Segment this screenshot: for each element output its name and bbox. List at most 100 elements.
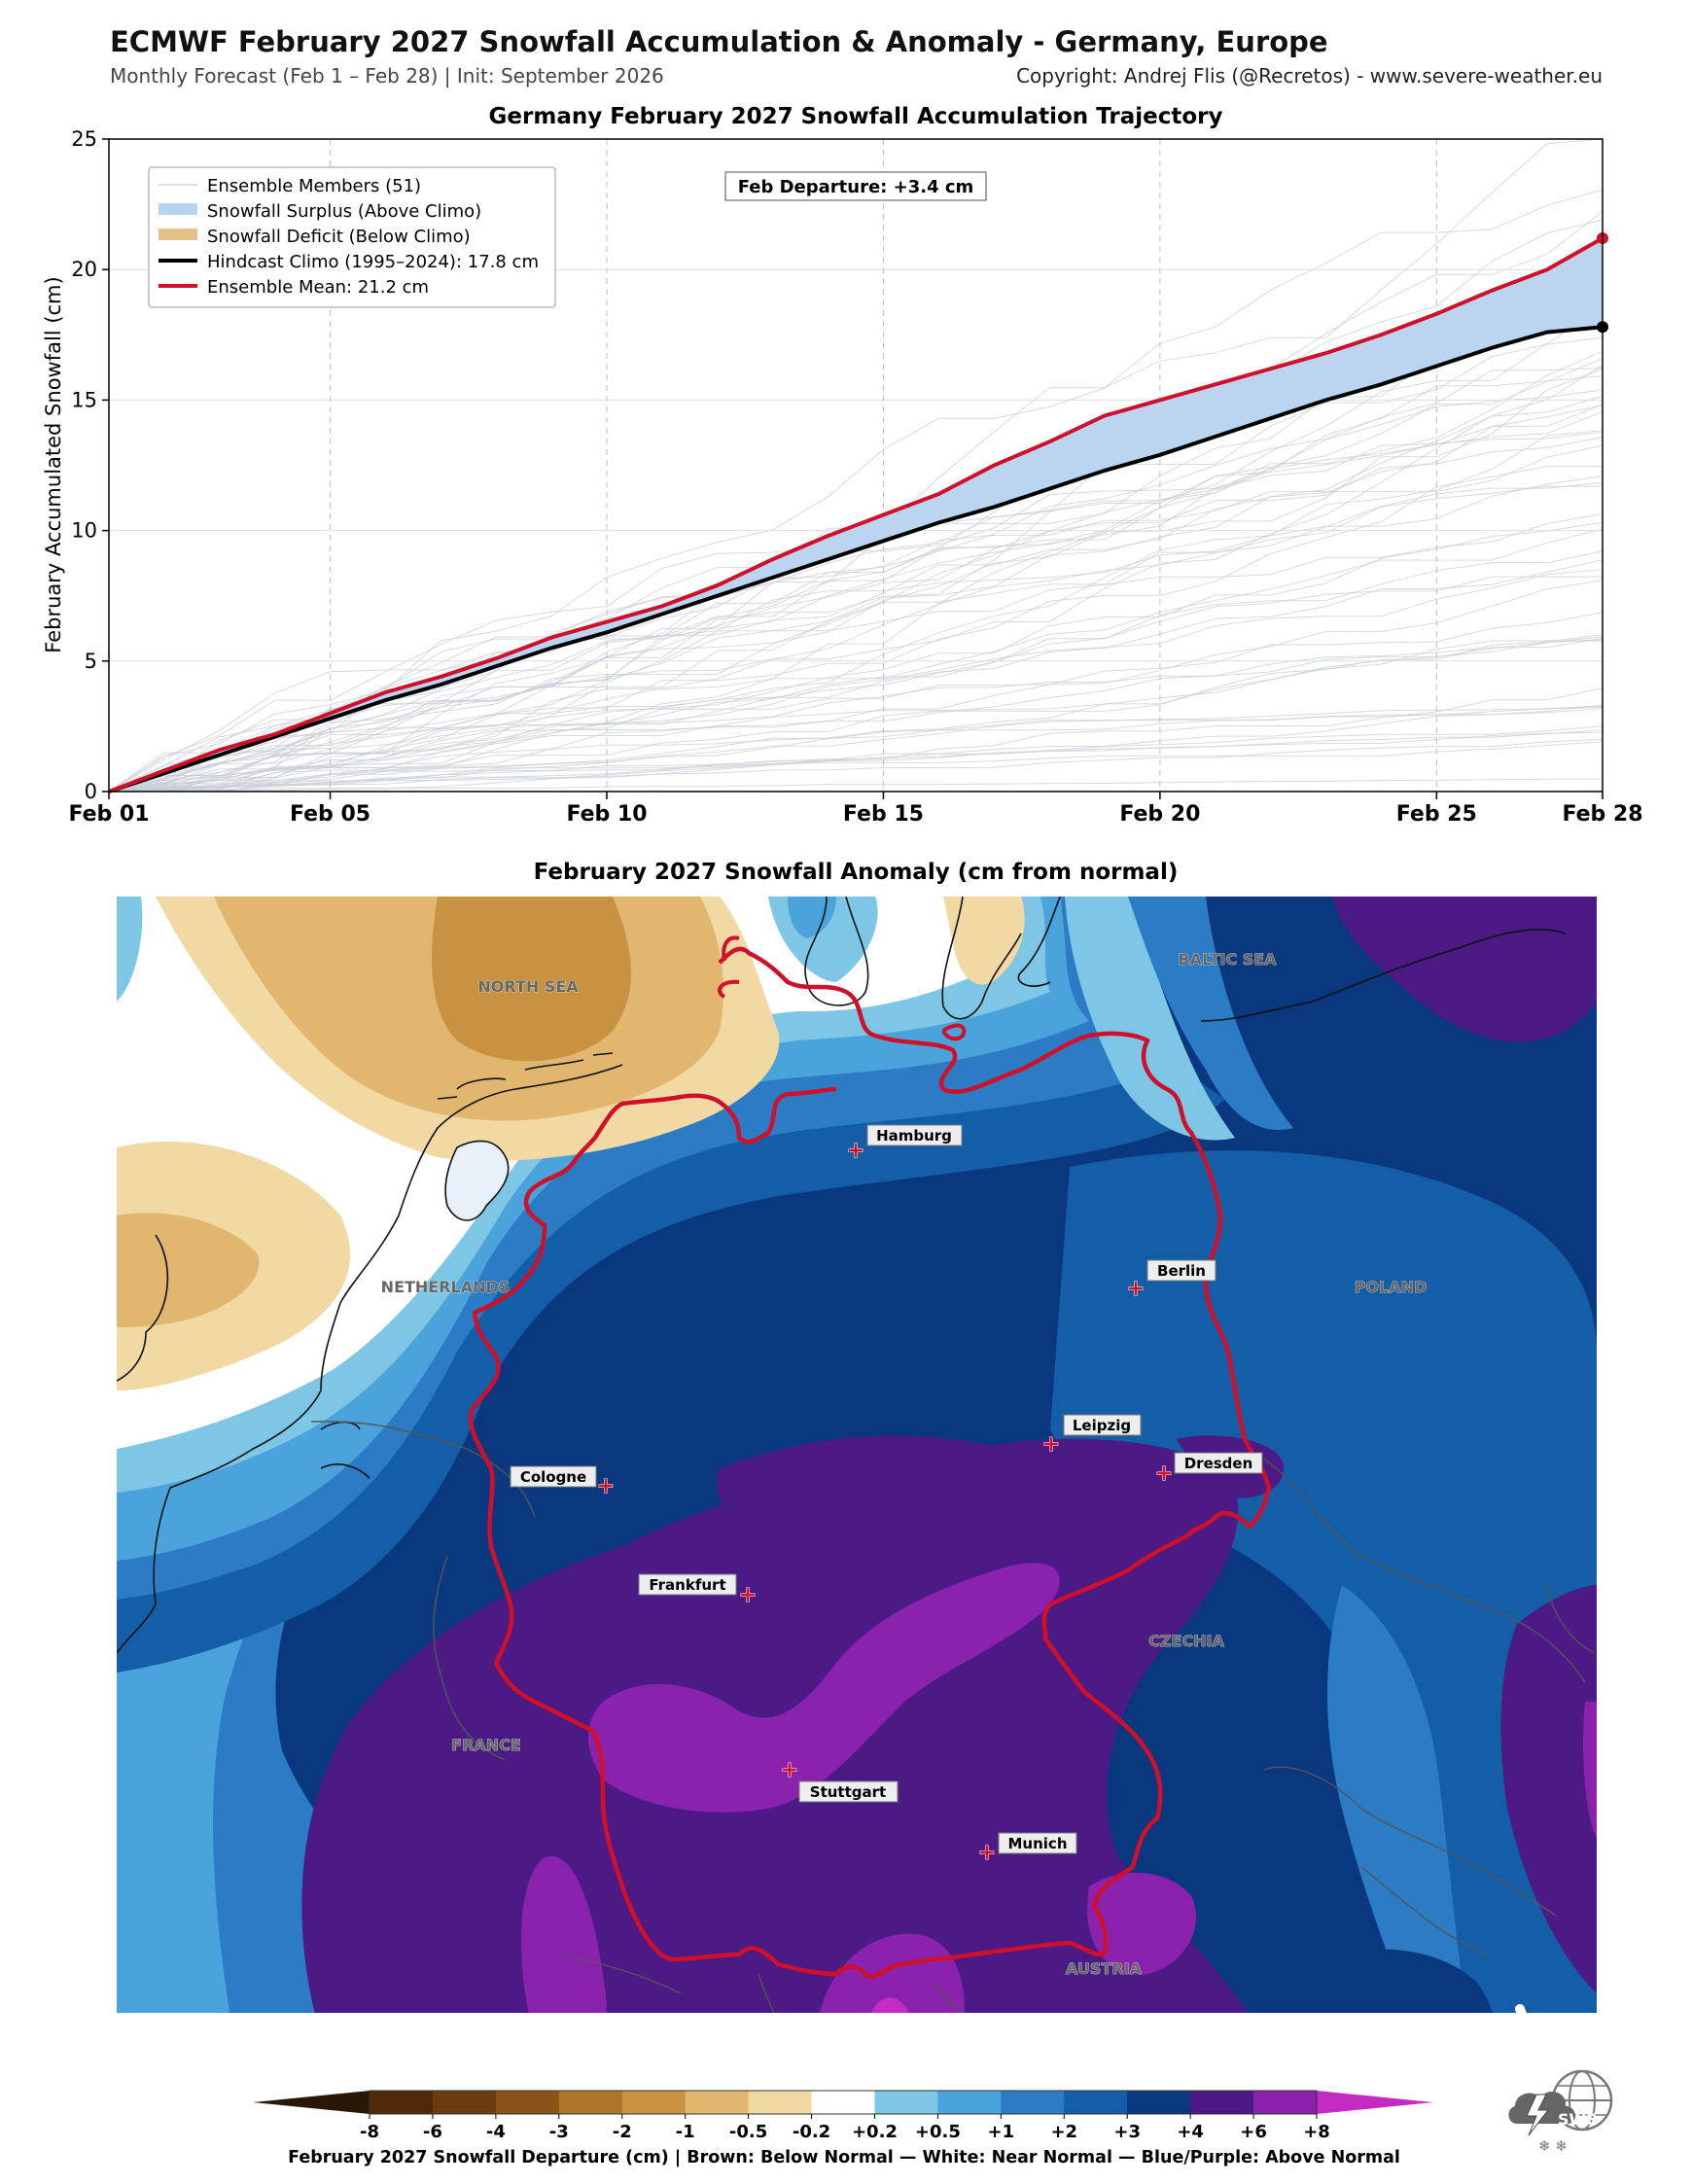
ensemble-member-line	[108, 476, 1604, 793]
svg-text:+: +	[781, 1758, 798, 1782]
city-markers: + Hamburg + Berlin + Leipzig + Dresden +…	[510, 1124, 1263, 1866]
city-label-hamburg: Hamburg	[876, 1127, 952, 1145]
ensemble-member-line	[109, 612, 1604, 793]
ensemble-member-line	[109, 705, 1604, 793]
colorbar-segment	[937, 2091, 1002, 2114]
swe-logo: SWE ❄ ❄	[1508, 2069, 1613, 2155]
legend-label-climo: Hindcast Climo (1995–2024): 17.8 cm	[207, 252, 539, 272]
page-title: ECMWF February 2027 Snowfall Accumulatio…	[110, 25, 1328, 58]
y-tick-label: 20	[71, 258, 97, 281]
colorbar-extend-high	[1317, 2091, 1433, 2114]
city-dresden: + Dresden	[1154, 1452, 1263, 1487]
region-label-baltic-sea: BALTIC SEA	[1178, 950, 1277, 969]
colorbar-segment	[874, 2091, 938, 2114]
ensemble-member-line	[108, 430, 1604, 793]
svg-text:+: +	[978, 1841, 996, 1865]
colorbar-segment	[621, 2091, 687, 2114]
y-axis-label: February Accumulated Snowfall (cm)	[42, 276, 65, 652]
colorbar-tick-label: -6	[423, 2122, 442, 2142]
accumulation-chart: Germany February 2027 Snowfall Accumulat…	[42, 104, 1643, 827]
ensemble-member-line	[108, 410, 1604, 793]
colorbar-segments	[253, 2090, 1433, 2115]
legend-label-surplus: Snowfall Surplus (Above Climo)	[207, 201, 481, 222]
x-tick-label: Feb 20	[1119, 802, 1200, 827]
colorbar-segment	[1064, 2091, 1128, 2114]
city-label-munich: Munich	[1008, 1835, 1068, 1852]
y-tick-label: 5	[85, 650, 97, 673]
ensemble-member-line	[108, 704, 1604, 793]
colorbar-tick-label: +0.5	[915, 2122, 961, 2142]
x-tick-label: Feb 28	[1562, 802, 1642, 827]
region-label-france: FRANCE	[451, 1736, 521, 1754]
ensemble-mean-line	[108, 236, 1604, 793]
ensemble-member-line	[108, 738, 1604, 793]
colorbar-segment	[558, 2091, 623, 2114]
svg-text:+: +	[1042, 1432, 1060, 1457]
y-tick-label: 10	[71, 519, 97, 543]
ensemble-member-line	[108, 189, 1604, 793]
colorbar-segment	[685, 2091, 750, 2114]
colorbar-extend-low	[253, 2091, 370, 2114]
country-borders	[310, 1421, 1596, 2013]
x-tick-label: Feb 25	[1396, 802, 1477, 827]
ensemble-member-line	[108, 308, 1604, 793]
y-axis-ticks: 0 5 10 15 20 25	[71, 127, 109, 803]
ensemble-member-line	[108, 559, 1604, 793]
colorbar-tick-label: +6	[1240, 2122, 1267, 2142]
page-subtitle: Monthly Forecast (Feb 1 – Feb 28) | Init…	[110, 64, 664, 88]
x-tick-label: Feb 05	[290, 802, 370, 827]
city-berlin: + Berlin	[1126, 1259, 1216, 1302]
ensemble-member-line	[109, 350, 1604, 793]
city-label-cologne: Cologne	[520, 1468, 586, 1486]
ensemble-member-line	[108, 731, 1604, 793]
svg-text:+: +	[1155, 1462, 1173, 1486]
colorbar-segment	[495, 2091, 560, 2114]
colorbar-tick-label: -1	[676, 2122, 695, 2142]
y-tick-label: 25	[71, 127, 97, 151]
ensemble-member-line	[108, 375, 1604, 793]
colorbar-segment	[1253, 2091, 1318, 2114]
map-title: February 2027 Snowfall Anomaly (cm from …	[534, 860, 1179, 885]
city-frankfurt: + Frankfurt	[638, 1573, 758, 1608]
ensemble-member-line	[108, 405, 1604, 793]
city-hamburg: + Hamburg	[846, 1124, 963, 1164]
colorbar-tick-label: -3	[549, 2122, 569, 2142]
svg-text:+: +	[739, 1583, 757, 1607]
lightning-icon	[1526, 2094, 1550, 2136]
x-tick-label: Feb 15	[843, 802, 924, 827]
svg-text:+: +	[1127, 1277, 1145, 1301]
city-leipzig: + Leipzig	[1041, 1414, 1142, 1458]
ensemble-member-line	[108, 358, 1604, 793]
city-label-frankfurt: Frankfurt	[649, 1576, 725, 1594]
ensemble-member-line	[108, 640, 1603, 793]
chart-title: Germany February 2027 Snowfall Accumulat…	[489, 104, 1223, 129]
region-label-austria: AUSTRIA	[1066, 1959, 1143, 1978]
ensemble-member-line	[108, 725, 1604, 793]
legend-swatch-deficit	[159, 229, 197, 240]
region-label-czechia: CZECHIA	[1148, 1632, 1224, 1650]
legend-label-mean: Ensemble Mean: 21.2 cm	[207, 277, 429, 298]
x-tick-label: Feb 01	[68, 802, 149, 827]
colorbar: -8 -6 -4 -3 -2 -1 -0.5 -0.2 +0.2 +0.5 +1 +2 +3 +4 +6 +8…	[253, 2069, 1613, 2167]
colorbar-tick-label: +0.2	[852, 2122, 898, 2142]
city-stuttgart: + Stuttgart	[780, 1758, 899, 1803]
ensemble-member-line	[108, 513, 1604, 793]
ensemble-member-line	[108, 634, 1604, 793]
departure-annotation-box	[724, 171, 987, 201]
plot-frame	[108, 138, 1604, 793]
region-label-poland: POLAND	[1355, 1278, 1428, 1296]
colorbar-segment	[432, 2091, 497, 2114]
city-label-berlin: Berlin	[1157, 1262, 1206, 1280]
city-label-stuttgart: Stuttgart	[810, 1783, 886, 1801]
city-munich: + Munich	[977, 1832, 1077, 1866]
copyright-text: Copyright: Andrej Flis (@Recretos) - www…	[1016, 64, 1603, 88]
colorbar-tick-label: +2	[1050, 2122, 1077, 2142]
colorbar-segment	[1001, 2091, 1065, 2114]
colorbar-segment	[1127, 2091, 1191, 2114]
ensemble-member-line	[108, 708, 1604, 793]
ensemble-member-line	[108, 481, 1604, 793]
ensemble-member-line	[108, 576, 1603, 793]
colorbar-tick-label: +4	[1177, 2122, 1204, 2142]
ensemble-member-line	[108, 437, 1604, 793]
ensemble-member-line	[108, 466, 1603, 793]
